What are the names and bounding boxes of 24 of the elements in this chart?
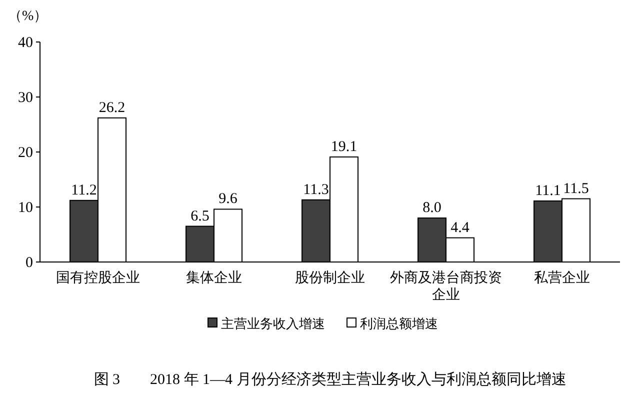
data-label: 11.5 [563,180,589,197]
y-tick-label: 20 [18,145,33,161]
y-tick-label: 30 [18,90,33,106]
data-label: 11.3 [303,182,329,198]
data-label: 11.1 [535,182,561,199]
data-label: 11.2 [71,182,97,198]
legend-label: 利润总额增速 [360,316,438,331]
y-axis-title: （%） [8,9,48,24]
x-tick-label: 股份制企业 [295,270,365,286]
text: 图 3 2018 年 1—4 月份分经济类型主营业务收入与利润总额同比增速 [94,371,566,388]
x-tick-label: 私营企业 [534,270,590,286]
x-tick-label: 集体企业 [186,270,242,286]
x-tick-label: 外商及港台商投资企业 [390,270,502,303]
y-tick-label: 40 [18,35,33,51]
data-label: 19.1 [330,138,358,155]
data-label: 8.0 [422,200,442,216]
legend-label: 主营业务收入增速 [221,316,325,331]
y-tick-label: 0 [26,255,33,271]
x-tick-label: 国有控股企业 [56,270,140,286]
data-label: 4.4 [450,220,470,236]
y-tick-label: 10 [18,200,33,216]
data-label: 6.5 [190,208,210,224]
data-label: 9.6 [218,191,238,208]
data-label: 26.2 [98,100,126,116]
